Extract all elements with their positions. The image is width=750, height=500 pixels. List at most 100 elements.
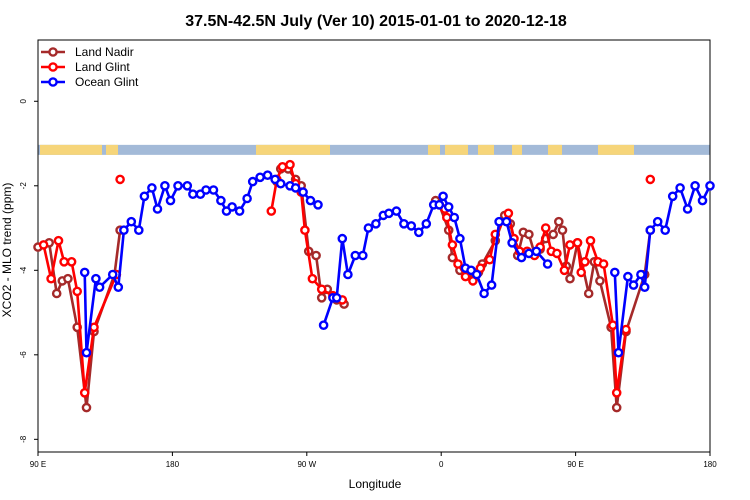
data-point [540,223,551,233]
data-point [628,280,639,290]
data-point [113,282,124,293]
data-point [126,216,137,227]
data-point [611,387,622,398]
data-point [572,237,583,248]
data-point [531,246,542,257]
data-point [583,288,594,299]
x-tick-label: 90 E [567,460,583,469]
data-point [559,265,570,276]
data-point [438,191,448,202]
data-point [227,202,237,212]
data-point [182,180,193,191]
map-strip [38,144,710,155]
data-point [107,269,118,280]
data-point [311,250,321,261]
data-point [337,233,348,244]
data-point [479,288,489,299]
data-point [350,250,361,261]
data-point [598,259,609,269]
x-axis: 90 E 180 90 W 0 90 E 180 [30,452,717,469]
y-tick-label: -4 [19,266,28,274]
legend-item: Land Nadir [41,45,134,59]
data-point [119,225,129,235]
data-point [576,267,587,278]
x-tick-label: 180 [703,460,717,469]
series-line [42,239,118,395]
data-point [94,282,105,293]
data-point [242,193,252,204]
legend-item: Ocean Glint [41,75,139,89]
data-point [173,180,183,191]
data-point [275,178,286,189]
data-point [234,206,245,216]
data-point [51,288,62,299]
data-point [201,185,211,195]
data-point [639,282,650,293]
data-point [255,172,265,183]
data-point [453,259,463,269]
data-point [652,216,663,227]
data-point [557,225,568,235]
data-point [565,240,575,250]
data-point [595,276,605,286]
data-point [79,267,90,278]
y-tick-label: 0 [19,98,28,103]
data-point [384,208,394,219]
map-land-patch [445,144,468,155]
data-point [399,218,409,229]
data-point [147,183,157,193]
data-point [316,292,327,303]
x-tick-label: 180 [166,460,180,469]
data-point [484,254,495,265]
data-point [447,240,458,250]
data-point [406,221,417,231]
data-point [434,199,445,210]
data-point [318,320,329,331]
data-point [516,252,527,263]
data-point [580,256,590,267]
data-point [81,347,92,358]
data-point [115,174,125,185]
data-point [91,273,101,284]
data-point [79,387,90,398]
data-point [63,273,73,284]
data-point [636,269,646,280]
map-land-patch [106,144,118,155]
series-ocean-glint [79,170,715,358]
y-tick-label: -6 [19,351,28,359]
data-point [208,185,219,195]
y-axis: 0 -2 -4 -6 -8 [19,98,38,443]
map-ocean-band [38,144,710,155]
data-point [266,206,277,216]
data-point [290,183,301,193]
data-point [313,199,323,210]
map-land-patch [512,144,522,155]
data-point [307,273,318,284]
data-point [316,284,327,295]
plot-area [37,39,711,453]
data-point [81,402,92,413]
data-point [486,280,497,290]
data-point [247,176,258,187]
data-point [59,256,69,267]
x-tick-label: 0 [439,460,444,469]
series-land-nadir [33,164,656,413]
data-point [305,195,316,206]
data-point [675,183,685,193]
map-land-patch [40,144,102,155]
legend-item: Land Glint [41,60,130,74]
data-point [524,229,534,240]
data-point [552,248,562,259]
data-point [391,206,402,216]
chart-title: 37.5N-42.5N July (Ver 10) 2015-01-01 to … [185,13,567,30]
data-point [331,292,342,303]
data-point [89,322,99,333]
data-point [585,235,596,246]
data-point [262,170,273,180]
data-point [133,225,144,235]
series-layer [33,159,715,413]
legend-marker [48,77,58,87]
data-point [216,195,226,206]
data-point [565,273,575,284]
